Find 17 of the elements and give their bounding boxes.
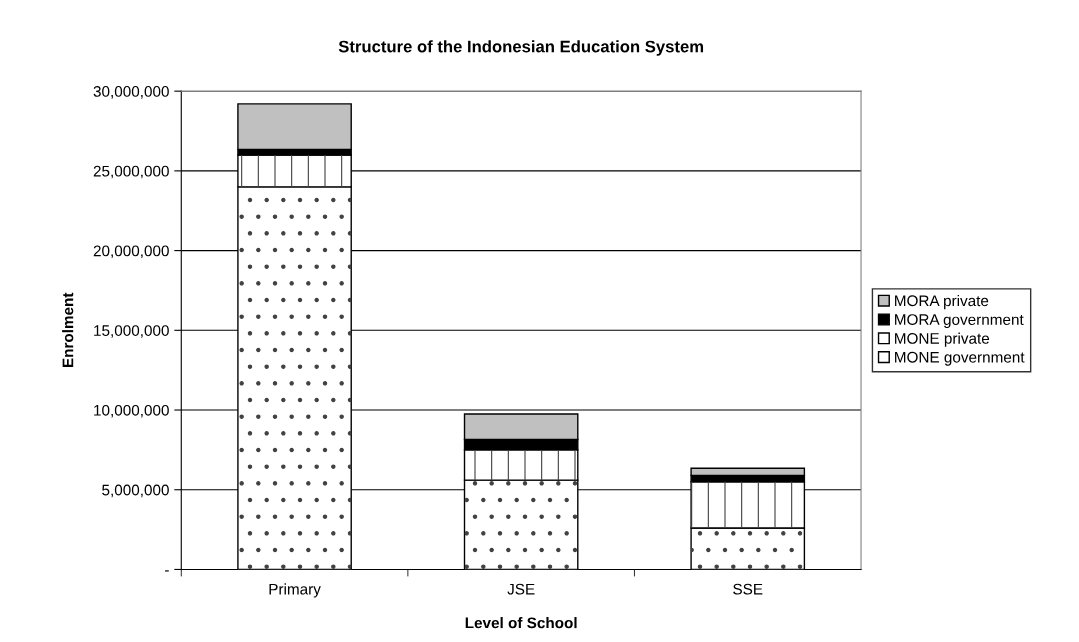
y-axis-title: Enrolment (62, 292, 74, 368)
y-tick-label: 20,000,000 (93, 245, 169, 259)
legend-label: MORA government (895, 314, 1024, 329)
y-tick-label: 30,000,000 (93, 86, 169, 99)
legend-label: MONE government (895, 351, 1025, 366)
x-tick-label: JSE (507, 583, 535, 595)
x-tick-label: Primary (269, 583, 321, 598)
y-tick-label: - (165, 570, 169, 572)
y-tick-label: 5,000,000 (102, 484, 169, 498)
y-tick-label: 15,000,000 (94, 325, 169, 338)
y-tick-label: 25,000,000 (93, 165, 169, 179)
y-tick-label: 10,000,000 (94, 404, 169, 418)
chart-title: Structure of the Indonesian Education System (338, 40, 704, 56)
legend-label: MORA private (895, 294, 989, 310)
legend-label: MONE private (895, 332, 990, 347)
x-tick-label: SSE (733, 583, 763, 595)
x-axis-title: Level of School (465, 617, 577, 629)
